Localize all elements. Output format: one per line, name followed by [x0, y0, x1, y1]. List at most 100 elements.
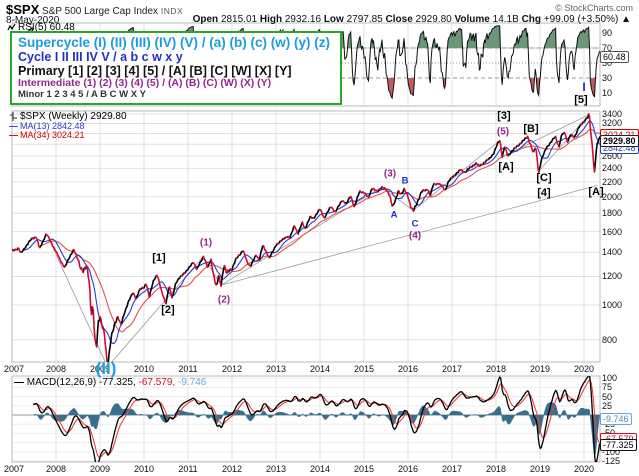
intermediate-legend-line: Intermediate (1) (2) (3) (4) (5) / (A) (…: [18, 77, 272, 90]
close-label: Close: [385, 14, 413, 25]
rsi-tick-label: 30: [602, 73, 613, 83]
open-value: 2815.01: [220, 14, 258, 25]
wave-label-1: (1): [199, 237, 213, 249]
price-year-label: 2009: [89, 364, 111, 374]
macd-year-label: 2014: [309, 464, 331, 474]
price-tick-label: 2600: [602, 150, 623, 161]
price-year-label: 2007: [3, 364, 25, 374]
wave-label-2: [2]: [161, 304, 175, 316]
price-year-label: 2016: [397, 364, 419, 374]
ma13-legend: MA(13) 2842.48: [20, 120, 85, 131]
price-year-label: 2011: [178, 364, 198, 374]
price-tick-label: 1800: [602, 208, 623, 219]
macd-value: MACD(12,26,9) -77.325,: [26, 377, 136, 388]
price-tick-label: 2400: [602, 163, 623, 174]
wave-label-A: [A]: [498, 161, 514, 173]
price-year-label: 2012: [221, 364, 243, 374]
wave-label-C: C: [411, 218, 419, 230]
indicator-icon: [7, 23, 16, 31]
price-year-label: 2019: [529, 364, 551, 374]
price-legend-title: $SPX (Weekly) 2929.80: [20, 110, 127, 122]
price-year-label: 2017: [441, 364, 463, 374]
price-tick-label: 3400: [602, 109, 623, 119]
price-year-label: 2018: [485, 364, 507, 374]
high-label: High: [259, 14, 283, 25]
macd-tick-label: 50: [602, 391, 613, 402]
macd-year-label: 2009: [89, 464, 111, 474]
cycle-legend-line: Cycle I II III IV V / a b c w x y: [18, 50, 183, 65]
price-tick-label: 1200: [602, 271, 623, 282]
macd-tick-label: 100: [602, 373, 618, 384]
macd-year-label: 2008: [45, 464, 67, 474]
macd-tick-label: -100: [602, 446, 621, 457]
wave-label-3: [3]: [497, 110, 511, 122]
wave-label-II: (II): [95, 359, 117, 378]
macd-value-callout: -77.325: [600, 439, 637, 451]
rsi-legend: RSI(5) 60.48: [7, 22, 75, 33]
wave-label-B: B: [401, 175, 409, 187]
low-value: 2797.85: [346, 14, 383, 25]
price-style-icon: [10, 112, 17, 121]
minor-legend-line: Minor 1 2 3 4 5 / A B C W X Y: [18, 88, 146, 100]
price-tick-label: 1000: [602, 299, 623, 310]
wave-label-1: [1]: [152, 252, 166, 264]
high-value: 2932.16: [284, 14, 322, 25]
macd-hist-value: -9.746: [175, 377, 207, 388]
macd-signal-value: -67.579,: [135, 377, 176, 388]
chg-up-arrow-icon: ▲: [621, 14, 631, 25]
wave-label-5: [5]: [574, 94, 588, 106]
chart-header: $SPX S&P 500 Large Cap Index INDX: [6, 2, 183, 17]
macd-year-label: 2018: [485, 464, 507, 474]
macd-year-label: 2013: [265, 464, 287, 474]
macd-year-label: 2017: [441, 464, 463, 474]
macd-legend: — MACD(12,26,9) -77.325, -67.579, -9.746: [14, 377, 206, 388]
macd-year-label: 2016: [397, 464, 419, 474]
price-year-label: 2013: [265, 364, 287, 374]
macd-tick-label: 75: [602, 382, 613, 393]
exchange-label: INDX: [160, 6, 184, 16]
close-value: 2929.80: [415, 14, 452, 25]
price-year-label: 2010: [133, 364, 155, 374]
price-year-label: 2014: [309, 364, 331, 374]
price-year-label: 2020: [573, 364, 595, 374]
macd-year-label: 2020: [573, 464, 595, 474]
price-year-label: 2015: [353, 364, 375, 374]
macd-year-label: 2012: [221, 464, 243, 474]
wave-label-A: A: [390, 209, 398, 221]
price-legend: $SPX (Weekly) 2929.80 — MA(13) 2842.48 — M…: [9, 110, 127, 140]
wave-degree-legend-box: Supercycle (I) (II) (III) (IV) (V) / (a)…: [10, 31, 342, 106]
price-tick-label: 2000: [602, 191, 623, 202]
ma34-legend: MA(34) 3024.21: [20, 129, 85, 140]
close-price-callout: 2929.80: [600, 135, 639, 147]
macd-year-label: 2007: [3, 464, 25, 474]
rsi-tick-label: 10: [602, 88, 613, 98]
macd-tick-label: -125: [602, 456, 621, 466]
volume-value: 14.1B: [492, 14, 519, 25]
wave-label-4: (4): [408, 230, 422, 242]
supercycle-legend-line: Supercycle (I) (II) (III) (IV) (V) / (a)…: [18, 35, 330, 50]
macd-year-label: 2019: [529, 464, 551, 474]
price-tick-label: 800: [602, 334, 618, 345]
price-tick-label: 1600: [602, 226, 623, 237]
rsi-label-text: RSI(5) 60.48: [18, 22, 75, 33]
macd-swatch-icon: —: [14, 377, 24, 388]
index-name: S&P 500 Large Cap Index: [42, 6, 159, 17]
ticker-symbol: $SPX: [6, 2, 40, 17]
chg-label: Chg: [521, 14, 542, 25]
rsi-value-callout: 60.48: [600, 51, 629, 63]
price-tick-label: 3200: [602, 118, 623, 129]
wave-label-5: (5): [496, 126, 510, 138]
stockcharts-watermark: © StockCharts.com: [555, 3, 633, 13]
rsi-tick-label: 50: [602, 58, 613, 68]
wave-label-A: [A]: [588, 186, 604, 198]
open-label: Open: [192, 14, 219, 25]
wave-label-C: [C]: [536, 172, 552, 184]
macd-year-label: 2015: [353, 464, 375, 474]
price-tick-label: 1400: [602, 247, 623, 258]
price-year-label: 2008: [45, 364, 67, 374]
rsi-tick-label: 90: [602, 28, 613, 38]
macd-tick-label: 25: [602, 400, 613, 411]
low-label: Low: [323, 14, 344, 25]
price-tick-label: 2200: [602, 176, 623, 187]
